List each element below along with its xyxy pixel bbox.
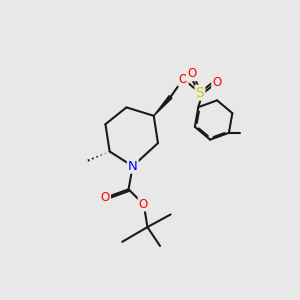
Text: O: O — [212, 76, 221, 89]
Text: O: O — [139, 197, 148, 211]
Text: S: S — [196, 86, 204, 100]
Text: O: O — [101, 191, 110, 204]
Polygon shape — [154, 96, 172, 116]
Text: O: O — [178, 73, 188, 85]
Text: O: O — [187, 67, 196, 80]
Text: N: N — [128, 160, 138, 173]
